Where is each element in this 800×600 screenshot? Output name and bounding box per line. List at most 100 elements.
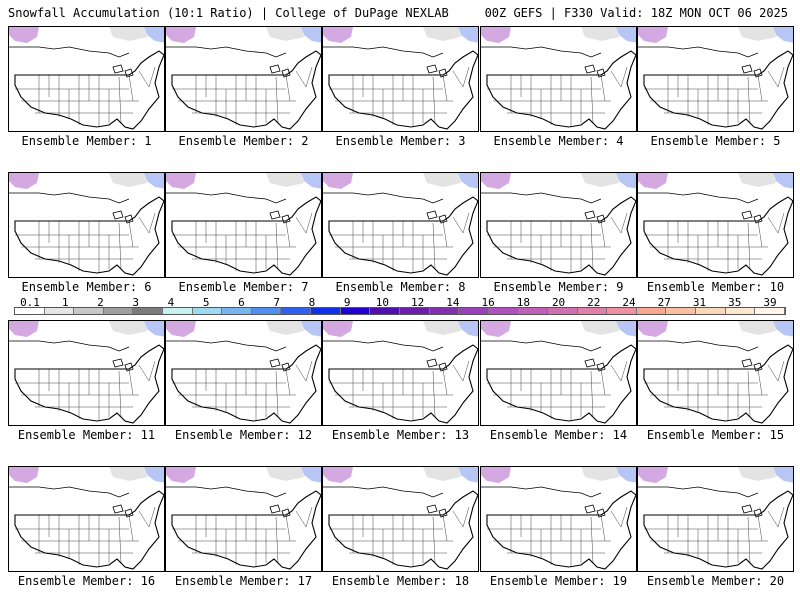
great-lakes-outline <box>596 68 606 78</box>
ensemble-map-panel <box>480 172 637 278</box>
colorbar-tick-label: 6 <box>238 296 245 309</box>
great-lakes-outline <box>741 504 753 514</box>
state-border-line <box>305 506 313 528</box>
snowfall-shading-canada <box>581 173 619 187</box>
snowfall-shading-canada <box>109 27 147 41</box>
colorbar-swatch <box>133 308 164 314</box>
colorbar-tick-label: 8 <box>308 296 316 309</box>
us-basemap <box>166 27 321 130</box>
ensemble-member-label: Ensemble Member: 11 <box>17 428 156 442</box>
snowfall-shading-northeast <box>301 173 321 189</box>
great-lakes-outline <box>124 214 134 224</box>
state-border-line <box>452 510 464 528</box>
state-border-line <box>138 364 150 382</box>
ensemble-member-label: Ensemble Member: 14 <box>489 428 628 442</box>
state-border-line <box>128 514 134 542</box>
great-lakes-outline <box>438 508 448 518</box>
state-border-line <box>757 368 763 396</box>
state-border-line <box>610 510 622 528</box>
canada-border-line <box>481 340 602 352</box>
great-lakes-outline <box>438 68 448 78</box>
snowfall-shading-northeast <box>301 321 321 337</box>
great-lakes-outline <box>753 214 763 224</box>
colorbar-swatch <box>192 308 223 314</box>
us-coastline <box>171 50 321 130</box>
us-basemap <box>9 173 164 276</box>
state-border-line <box>285 368 291 396</box>
great-lakes-outline <box>112 64 124 74</box>
snowfall-shading-northeast <box>144 27 164 43</box>
us-basemap <box>481 321 636 424</box>
canada-border-line <box>323 486 444 498</box>
us-coastline <box>486 50 636 130</box>
canada-border-line <box>481 46 602 58</box>
state-border-line <box>757 220 763 248</box>
colorbar-swatch <box>399 308 430 314</box>
ensemble-member-label: Ensemble Member: 9 <box>493 280 624 294</box>
colorbar-tick-label: 27 <box>657 296 671 309</box>
snowfall-shading-northwest <box>323 27 353 43</box>
state-border-line <box>442 74 448 102</box>
canada-border-line <box>9 486 130 498</box>
snowfall-shading-northwest <box>481 467 511 483</box>
state-border-line <box>777 212 785 234</box>
us-coastline <box>486 196 636 276</box>
state-border-line <box>620 212 628 234</box>
state-border-line <box>275 516 279 564</box>
snowfall-shading-northwest <box>638 27 668 43</box>
state-border-line <box>610 216 622 234</box>
colorbar-tick-label: 31 <box>692 296 707 309</box>
state-border-line <box>452 70 464 88</box>
us-basemap <box>9 321 164 424</box>
canada-border-line <box>323 192 444 204</box>
us-coastline <box>643 196 793 276</box>
colorbar-tick-label: 7 <box>273 296 280 309</box>
colorbar-tick-label: 10 <box>375 296 389 309</box>
great-lakes-outline <box>584 358 596 368</box>
canada-border-line <box>323 340 444 352</box>
canada-border-line <box>481 192 602 204</box>
state-border-line <box>462 66 470 88</box>
state-border-line <box>138 70 150 88</box>
ensemble-map-panel <box>165 172 322 278</box>
colorbar-swatch <box>725 308 756 314</box>
us-coastline <box>14 490 164 570</box>
state-border-line <box>285 74 291 102</box>
great-lakes-outline <box>269 210 281 220</box>
ensemble-member-label: Ensemble Member: 2 <box>178 134 309 148</box>
state-border-line <box>610 364 622 382</box>
us-basemap <box>481 467 636 570</box>
great-lakes-outline <box>281 508 291 518</box>
us-basemap <box>638 321 793 424</box>
us-basemap <box>638 27 793 130</box>
state-border-line <box>777 506 785 528</box>
snowfall-shading-canada <box>109 467 147 481</box>
snowfall-shading-northwest <box>166 27 196 43</box>
colorbar-swatch <box>251 308 282 314</box>
ensemble-member-label: Ensemble Member: 1 <box>21 134 152 148</box>
ensemble-map-panel <box>165 320 322 426</box>
ensemble-member-label: Ensemble Member: 13 <box>331 428 470 442</box>
state-border-line <box>747 222 751 270</box>
colorbar-tick-label: 12 <box>410 296 425 309</box>
us-coastline <box>14 50 164 130</box>
state-border-line <box>590 222 594 270</box>
great-lakes-outline <box>753 362 763 372</box>
snowfall-shading-northwest <box>481 321 511 337</box>
state-border-line <box>148 212 156 234</box>
us-coastline <box>171 196 321 276</box>
great-lakes-outline <box>584 210 596 220</box>
canada-border-line <box>9 46 130 58</box>
ensemble-member-label: Ensemble Member: 3 <box>335 134 466 148</box>
great-lakes-outline <box>124 362 134 372</box>
snowfall-shading-northeast <box>773 467 793 483</box>
ensemble-member-label: Ensemble Member: 8 <box>335 280 466 294</box>
state-border-line <box>590 370 594 418</box>
colorbar-swatch <box>340 308 371 314</box>
ensemble-map-panel <box>322 172 479 278</box>
state-border-line <box>138 510 150 528</box>
us-basemap <box>9 27 164 130</box>
state-border-line <box>118 516 122 564</box>
colorbar-tick-label: 5 <box>202 296 210 309</box>
snowfall-shading-northwest <box>9 321 39 337</box>
